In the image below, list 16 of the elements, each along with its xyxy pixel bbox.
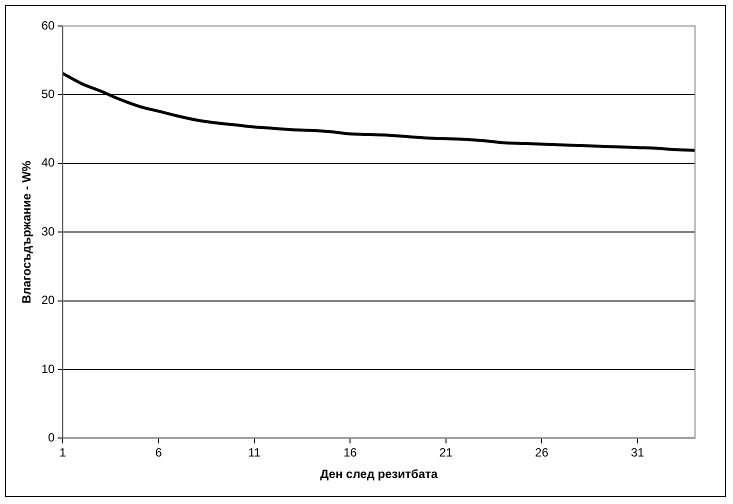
y-axis-title: Влагосъдържание - W%: [20, 160, 34, 304]
x-tick-label: 11: [248, 446, 261, 460]
y-tick-label: 20: [41, 293, 56, 308]
y-tick-label: 60: [41, 18, 56, 32]
x-tick-label: 31: [630, 446, 645, 460]
y-tick-label: 0: [48, 430, 56, 445]
y-tick-label: 30: [41, 224, 56, 238]
x-tick-label: 1: [59, 446, 66, 460]
x-tick-label: 21: [439, 446, 453, 460]
x-tick-label: 16: [343, 446, 358, 460]
y-tick-label: 40: [41, 156, 56, 170]
y-tick-label: 10: [41, 362, 56, 376]
x-axis-title: Ден след резитбата: [320, 467, 438, 482]
y-tick-label: 50: [41, 87, 56, 102]
x-tick-label: 6: [155, 446, 162, 460]
x-tick-label: 26: [535, 446, 549, 460]
